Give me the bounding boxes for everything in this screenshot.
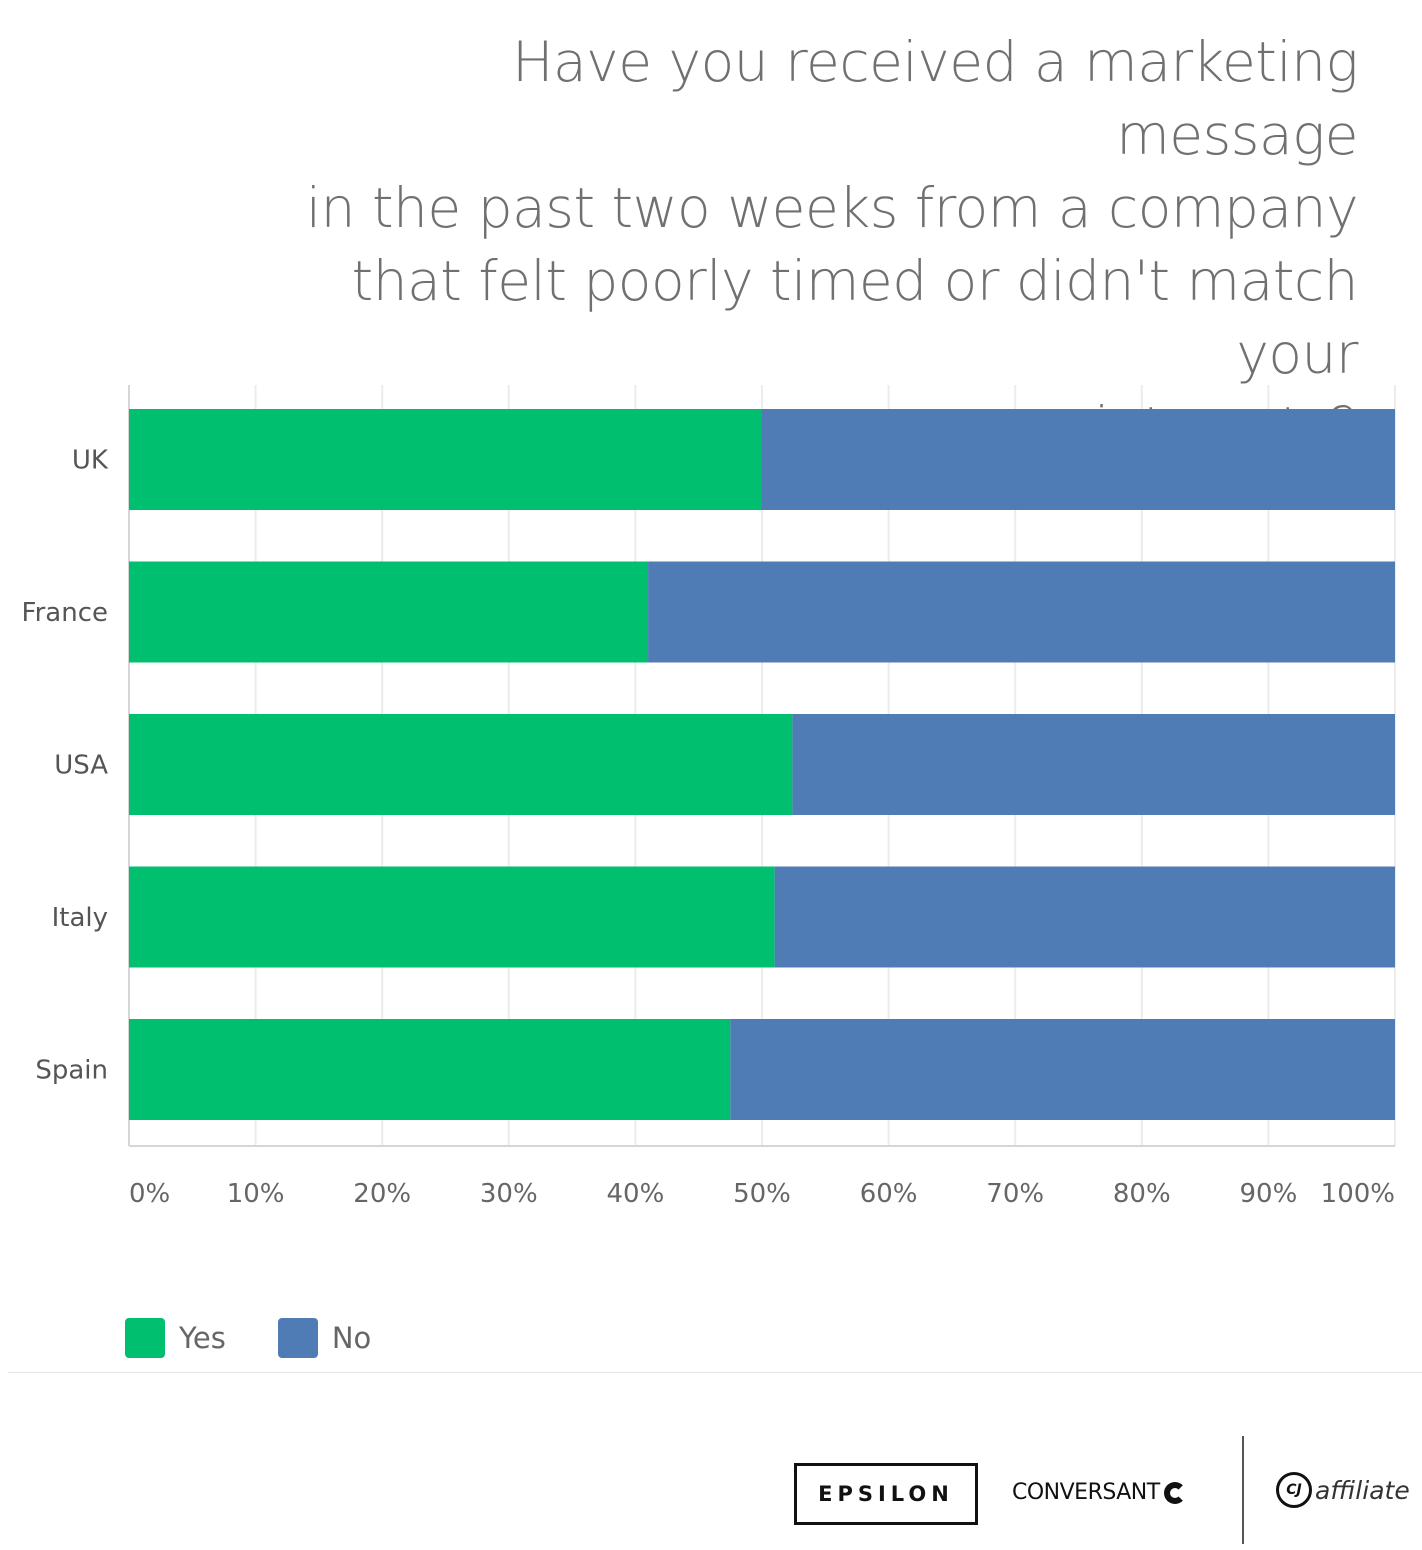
legend-item-yes: Yes bbox=[125, 1318, 226, 1358]
legend-label: No bbox=[331, 1321, 372, 1355]
conversant-logo: CONVERSANT bbox=[1012, 1480, 1186, 1505]
x-tick-label: 20% bbox=[353, 1179, 411, 1209]
x-tick-label: 100% bbox=[1321, 1179, 1395, 1209]
bar-yes-uk bbox=[129, 409, 762, 510]
logo-separator bbox=[1242, 1436, 1244, 1544]
bar-no-france bbox=[648, 561, 1395, 663]
x-tick-label: 90% bbox=[1240, 1179, 1298, 1209]
bar-no-spain bbox=[730, 1019, 1395, 1120]
legend-swatch-yes bbox=[125, 1318, 165, 1358]
epsilon-logo-text: EPSILON bbox=[818, 1482, 954, 1506]
x-tick-label: 80% bbox=[1113, 1179, 1171, 1209]
bar-yes-spain bbox=[129, 1019, 731, 1120]
bar-yes-france bbox=[129, 561, 649, 663]
x-tick-label: 10% bbox=[227, 1179, 285, 1209]
category-label: France bbox=[22, 598, 108, 628]
divider bbox=[8, 1372, 1422, 1373]
conversant-mark-icon bbox=[1163, 1481, 1186, 1504]
bar-yes-italy bbox=[129, 866, 775, 968]
category-label: Italy bbox=[52, 903, 108, 933]
legend-item-no: No bbox=[277, 1318, 372, 1358]
x-tick-label: 60% bbox=[860, 1179, 918, 1209]
category-label: USA bbox=[54, 751, 108, 781]
epsilon-logo: EPSILON bbox=[794, 1463, 978, 1525]
x-tick-label: 70% bbox=[986, 1179, 1044, 1209]
bar-chart: 0% 10% 20% 30% 40% 50% 60% 70% 80% 90% 100% UK Franc… bbox=[22, 385, 1396, 1209]
bar-no-italy bbox=[774, 866, 1395, 968]
x-tick-label: 40% bbox=[607, 1179, 665, 1209]
cj-mark-text: CJ bbox=[1286, 1482, 1302, 1498]
cj-logo-text: affiliate bbox=[1315, 1475, 1410, 1505]
category-label: Spain bbox=[35, 1056, 108, 1086]
bar-yes-usa bbox=[129, 714, 793, 815]
bar-no-usa bbox=[792, 714, 1395, 815]
logo-bar: EPSILON CONVERSANT CJ affiliate bbox=[0, 1436, 1422, 1546]
category-label: UK bbox=[72, 446, 109, 476]
bar-no-uk bbox=[762, 409, 1395, 510]
legend: Yes No bbox=[125, 1318, 423, 1358]
x-tick-label: 50% bbox=[733, 1179, 791, 1209]
title-line: Have you received a marketing message bbox=[512, 30, 1358, 167]
title-line: that felt poorly timed or didn't match y… bbox=[351, 249, 1359, 386]
legend-label: Yes bbox=[179, 1321, 226, 1355]
cj-affiliate-logo: CJ affiliate bbox=[1276, 1472, 1410, 1508]
x-tick-label: 30% bbox=[480, 1179, 538, 1209]
title-line: in the past two weeks from a company bbox=[305, 176, 1359, 240]
x-tick-label: 0% bbox=[129, 1179, 170, 1209]
cj-mark-icon: CJ bbox=[1276, 1472, 1312, 1508]
legend-swatch-no bbox=[277, 1318, 318, 1358]
conversant-logo-text: CONVERSANT bbox=[1012, 1480, 1160, 1505]
